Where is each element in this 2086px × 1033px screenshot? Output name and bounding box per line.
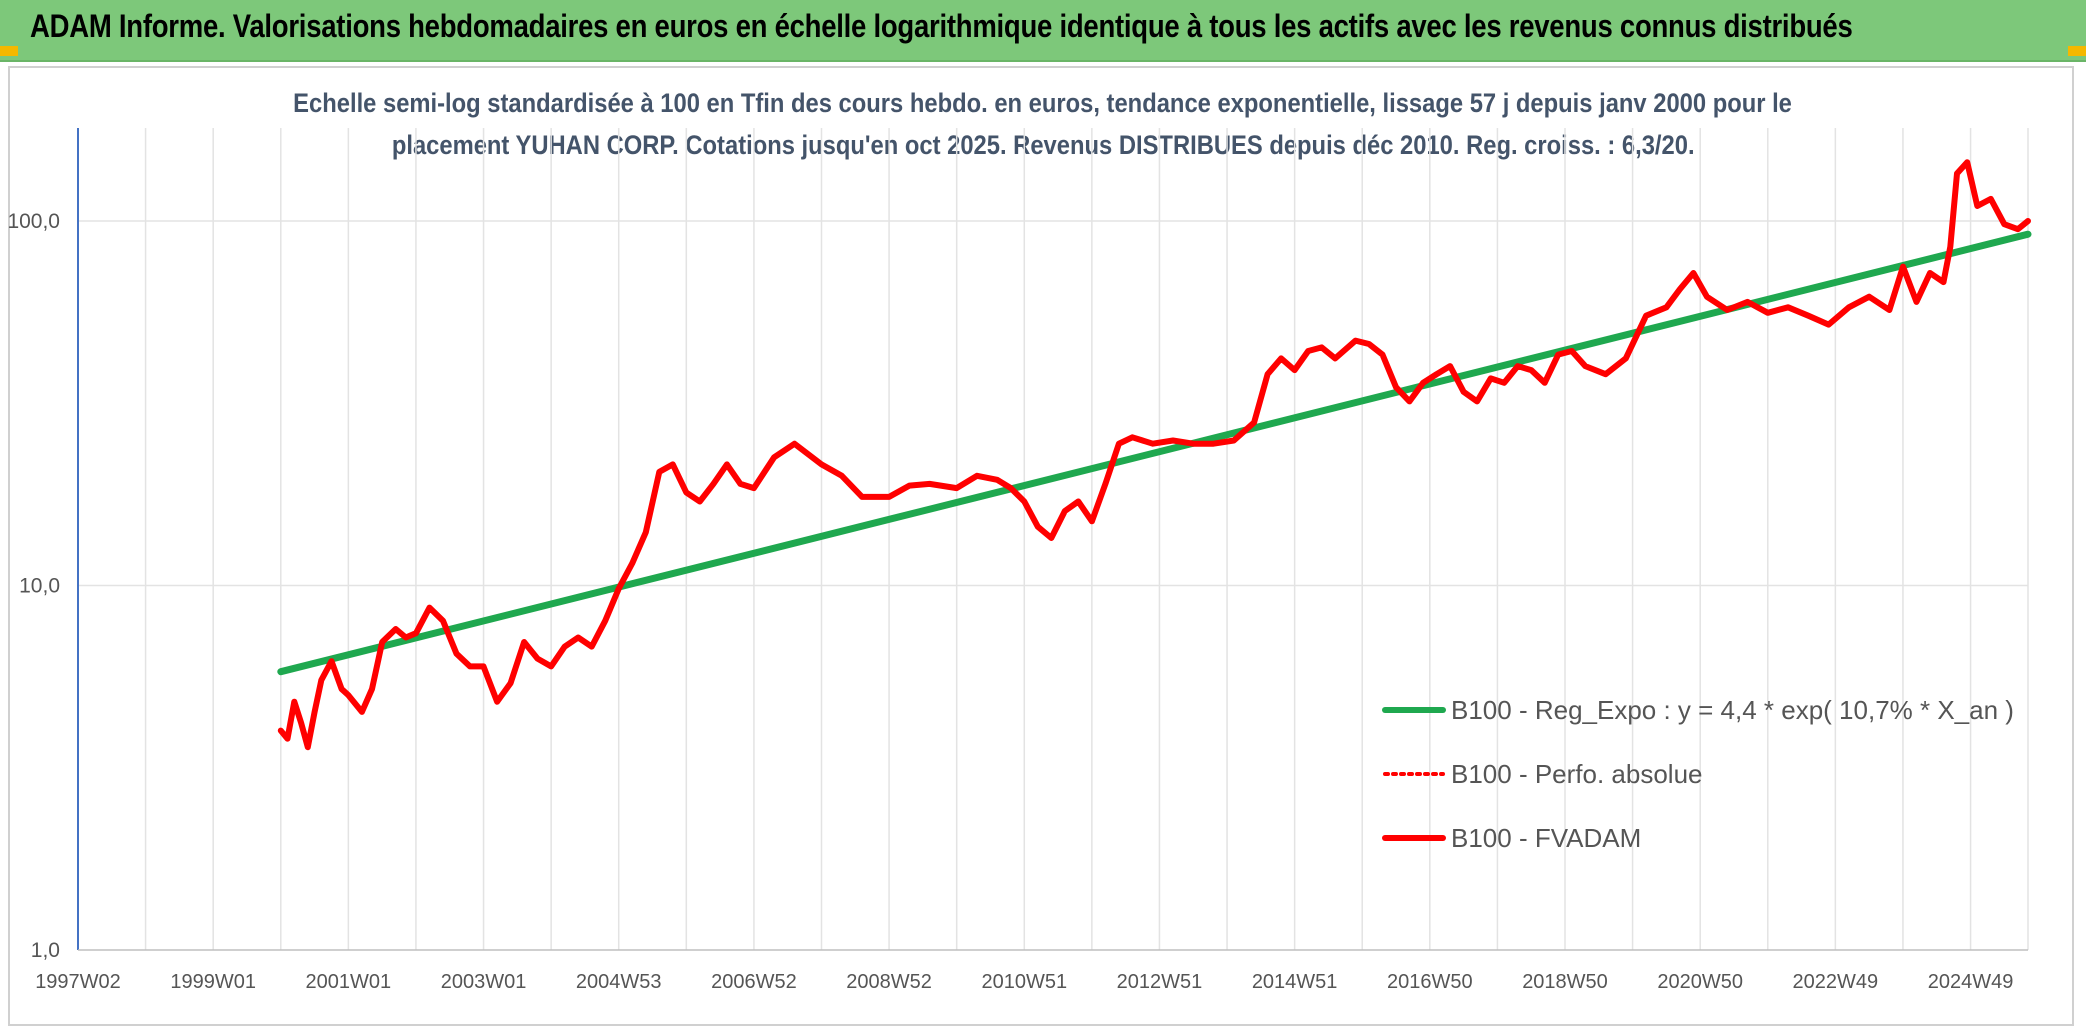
y-tick-label: 1,0 bbox=[31, 939, 60, 962]
x-tick-label: 2020W50 bbox=[1657, 971, 1743, 993]
x-tick-label: 2024W49 bbox=[1928, 971, 2014, 993]
x-tick-label: 2003W01 bbox=[441, 971, 527, 993]
series-line-fvadam bbox=[277, 159, 2031, 751]
chart-title-line-1: Echelle semi-log standardisée à 100 en T… bbox=[293, 88, 1793, 118]
x-tick-labels: 1997W02 1999W01 2001W01 2003W01 2004W53 2006W… bbox=[35, 971, 2013, 993]
legend-entry: B100 - Perfo. absolue bbox=[1451, 759, 1703, 789]
x-tick-label: 2010W51 bbox=[981, 971, 1067, 993]
corner-marker-right bbox=[2068, 46, 2086, 56]
report-header: ADAM Informe. Valorisations hebdomadaire… bbox=[0, 0, 2086, 62]
x-tick-label: 1997W02 bbox=[35, 971, 121, 993]
grid-lines bbox=[78, 128, 2029, 950]
legend-entry: B100 - Reg_Expo : y = 4,4 * exp( 10,7% *… bbox=[1451, 695, 2014, 725]
legend-entry: B100 - FVADAM bbox=[1451, 823, 1641, 853]
x-tick-label: 2022W49 bbox=[1793, 971, 1879, 993]
x-tick-label: 2001W01 bbox=[306, 971, 392, 993]
x-tick-label: 2004W53 bbox=[576, 971, 662, 993]
corner-marker-left bbox=[0, 46, 18, 56]
y-tick-labels: 1,0 10,0 100,0 bbox=[7, 210, 60, 962]
x-tick-label: 2016W50 bbox=[1387, 971, 1473, 993]
chart-legend: B100 - Reg_Expo : y = 4,4 * exp( 10,7% *… bbox=[1382, 695, 2014, 853]
chart-frame bbox=[8, 66, 2074, 1026]
x-tick-label: 1999W01 bbox=[170, 971, 256, 993]
x-tick-label: 2008W52 bbox=[846, 971, 932, 993]
chart-title-line-2: placement YUHAN CORP. Cotations jusqu'en… bbox=[391, 130, 1695, 160]
report-title: ADAM Informe. Valorisations hebdomadaire… bbox=[30, 8, 1853, 44]
series-layer bbox=[277, 159, 2032, 751]
x-tick-label: 2006W52 bbox=[711, 971, 797, 993]
series-line-regression bbox=[277, 230, 2032, 676]
y-tick-label: 100,0 bbox=[7, 210, 60, 233]
x-tick-label: 2018W50 bbox=[1522, 971, 1608, 993]
x-tick-label: 2014W51 bbox=[1252, 971, 1338, 993]
y-tick-label: 10,0 bbox=[19, 575, 60, 598]
x-tick-label: 2012W51 bbox=[1117, 971, 1203, 993]
